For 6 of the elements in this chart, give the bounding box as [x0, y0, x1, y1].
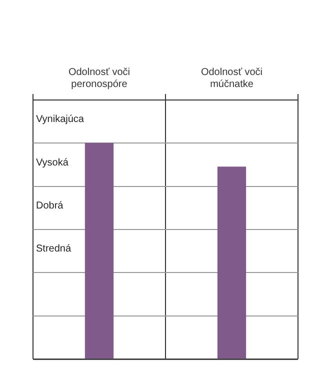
annotation: Stredná	[36, 244, 72, 255]
x-tick-label: Odolnosť voči peronospóre	[68, 66, 130, 90]
annotation: Dobrá	[36, 200, 64, 212]
annotation: Vysoká	[36, 157, 69, 168]
text: Vynikajúca	[36, 114, 84, 126]
x-tick-label: Odolnosť voči múčnatke	[200, 66, 263, 90]
